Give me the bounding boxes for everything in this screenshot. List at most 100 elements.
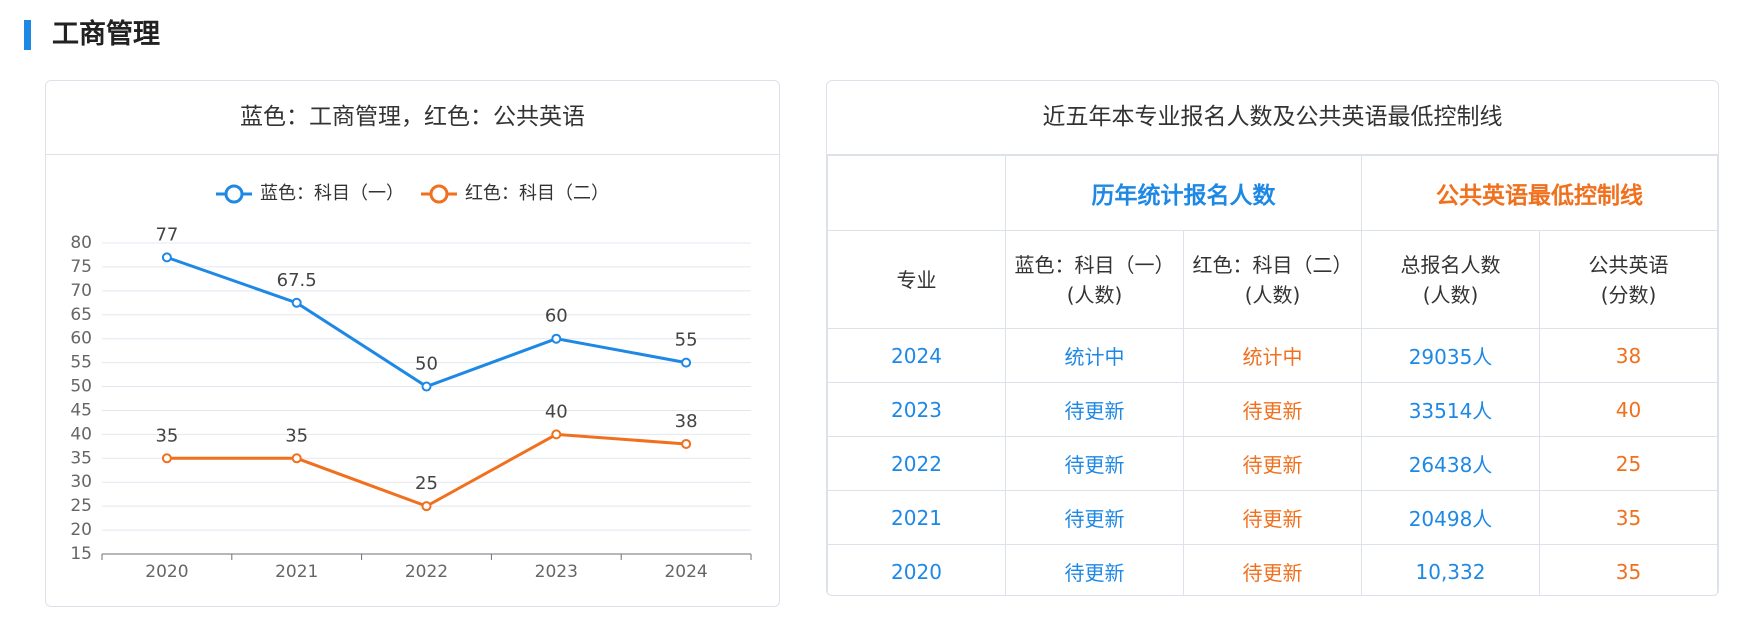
point	[681, 438, 692, 449]
y-tick-label: 70	[70, 281, 92, 301]
data-label: 38	[675, 411, 698, 432]
table-row: 2020 待更新 待更新 10,332 35	[827, 544, 1718, 595]
column-header: 专业	[827, 230, 1006, 329]
point	[421, 501, 432, 512]
y-tick-label: 15	[70, 544, 92, 564]
legend-marker	[224, 184, 244, 204]
table-row: 2021 待更新 待更新 20498人 35	[827, 490, 1718, 545]
header-line: 公共英语	[1588, 252, 1669, 277]
group-header: 公共英语最低控制线	[1361, 155, 1718, 231]
table-cell: 待更新	[1183, 436, 1362, 491]
point	[161, 252, 172, 263]
table-cell: 38	[1539, 328, 1718, 383]
table-row: 2024 统计中 统计中 29035人 38	[827, 328, 1718, 383]
legend-label: 蓝色：科目（一）	[260, 183, 404, 204]
y-tick-label: 60	[70, 329, 92, 349]
header-line: 总报名人数	[1400, 252, 1501, 277]
table-cell: 统计中	[1183, 328, 1362, 383]
x-tick-label: 2023	[535, 562, 578, 582]
data-label: 55	[675, 330, 698, 351]
y-tick-label: 40	[70, 424, 92, 444]
y-tick-label: 35	[70, 448, 92, 468]
point	[681, 357, 692, 368]
table-cell: 2021	[827, 490, 1006, 545]
data-label: 77	[155, 224, 178, 245]
header-line: (人数)	[1422, 282, 1479, 307]
header-line: 蓝色：科目（一）	[1014, 252, 1175, 277]
table-cell: 2020	[827, 544, 1006, 595]
y-tick-label: 45	[70, 400, 92, 420]
table-cell: 待更新	[1005, 436, 1184, 491]
y-tick-label: 50	[70, 377, 92, 397]
table-cell: 40	[1539, 382, 1718, 437]
column-header: 公共英语 (分数)	[1539, 230, 1718, 329]
header-row: 专业 蓝色：科目（一） (人数) 红色：科目（二） (人数) 总报名人数 (人数) 公共英语 (…	[827, 230, 1718, 329]
y-tick-label: 30	[70, 472, 92, 492]
group-header: 历年统计报名人数	[1005, 155, 1362, 231]
table-cell: 待更新	[1183, 382, 1362, 437]
y-tick-label: 80	[70, 233, 92, 253]
data-label: 40	[545, 401, 568, 422]
y-tick-label: 55	[70, 353, 92, 373]
table-cell: 35	[1539, 490, 1718, 545]
table-cell: 统计中	[1005, 328, 1184, 383]
point	[161, 453, 172, 464]
table-cell: 2023	[827, 382, 1006, 437]
header-line: (分数)	[1600, 282, 1657, 307]
y-tick-label: 75	[70, 257, 92, 277]
table-row: 2022 待更新 待更新 26438人 25	[827, 436, 1718, 491]
x-tick-label: 2024	[664, 562, 707, 582]
point	[421, 381, 432, 392]
table-title: 近五年本专业报名人数及公共英语最低控制线	[827, 81, 1718, 155]
column-header: 总报名人数 (人数)	[1361, 230, 1540, 329]
point	[551, 333, 562, 344]
empty-cell	[827, 155, 1006, 231]
chart-title: 蓝色：工商管理，红色：公共英语	[46, 81, 779, 155]
table-cell: 29035人	[1361, 328, 1540, 383]
series-line	[166, 432, 687, 508]
column-header: 红色：科目（二） (人数)	[1183, 230, 1362, 329]
header-line: 红色：科目（二）	[1192, 252, 1353, 277]
x-tick-label: 2020	[145, 562, 188, 582]
x-tick-label: 2022	[405, 562, 448, 582]
table-cell: 35	[1539, 544, 1718, 595]
table-cell: 待更新	[1005, 544, 1184, 595]
chart-card: 蓝色：工商管理，红色：公共英语 15 20 25 30 35 40 45 50 55 60 65 70…	[45, 80, 780, 607]
table-cell: 待更新	[1183, 490, 1362, 545]
data-label: 60	[545, 306, 568, 327]
table-cell: 待更新	[1005, 490, 1184, 545]
table-cell: 25	[1539, 436, 1718, 491]
data-label: 67.5	[277, 270, 317, 291]
table-cell: 10,332	[1361, 544, 1540, 595]
table-cell: 2022	[827, 436, 1006, 491]
table-cell: 33514人	[1361, 382, 1540, 437]
y-tick-label: 20	[70, 520, 92, 540]
x-tick-label: 2021	[275, 562, 318, 582]
data-label: 50	[415, 354, 438, 375]
y-tick-label: 65	[70, 305, 92, 325]
table-cell: 20498人	[1361, 490, 1540, 545]
data-label: 25	[415, 473, 438, 494]
column-header: 蓝色：科目（一） (人数)	[1005, 230, 1184, 329]
point	[551, 429, 562, 440]
table-cell: 待更新	[1005, 382, 1184, 437]
point	[291, 297, 302, 308]
group-row: 历年统计报名人数 公共英语最低控制线	[827, 155, 1718, 231]
table-cell: 26438人	[1361, 436, 1540, 491]
header-line: 专业	[896, 267, 937, 292]
legend-marker	[429, 184, 449, 204]
table-cell: 待更新	[1183, 544, 1362, 595]
chart: 15 20 25 30 35 40 45 50 55 60 65 70 75 80 2020 2021 2022…	[70, 183, 752, 582]
point	[291, 453, 302, 464]
header-bar	[24, 20, 31, 50]
y-tick-label: 25	[70, 496, 92, 516]
header-line: (人数)	[1244, 282, 1301, 307]
legend-label: 红色：科目（二）	[465, 183, 609, 204]
table-row: 2023 待更新 待更新 33514人 40	[827, 382, 1718, 437]
table-cell: 2024	[827, 328, 1006, 383]
table-card: 近五年本专业报名人数及公共英语最低控制线 历年统计报名人数 公共英语最低控制线专业…	[826, 80, 1719, 596]
data-label: 35	[155, 425, 178, 446]
table: 历年统计报名人数 公共英语最低控制线 专业 蓝色：科目（一） (人数) 红色：科目（二） (…	[827, 155, 1718, 595]
page-title: 工商管理	[52, 19, 160, 50]
